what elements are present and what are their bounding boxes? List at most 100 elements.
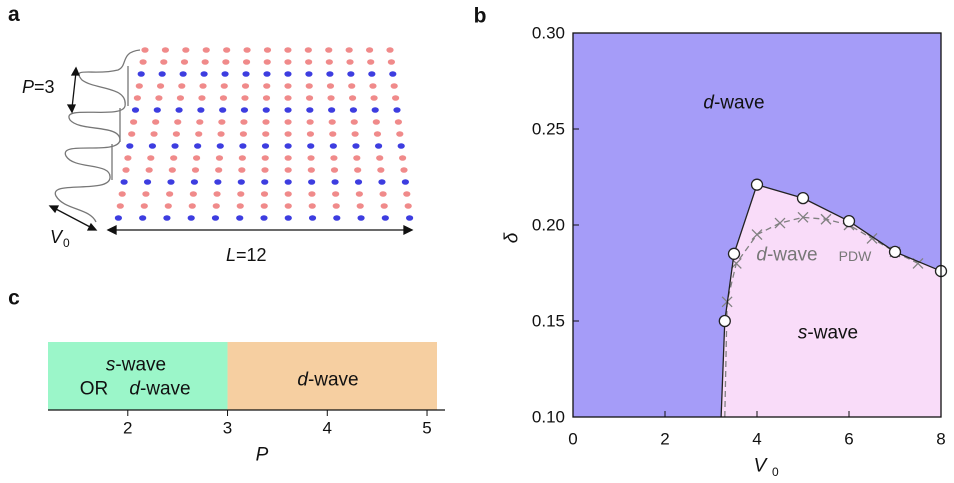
lattice-site	[284, 155, 292, 161]
lattice-site	[381, 215, 389, 221]
lattice-site	[404, 203, 412, 209]
lattice-site	[150, 131, 158, 137]
lattice-site	[128, 131, 136, 137]
lattice-site	[393, 107, 401, 113]
pdw-label: PDW	[838, 248, 872, 264]
lattice-site	[305, 71, 313, 77]
lattice-site	[163, 215, 171, 221]
lattice-site	[239, 143, 247, 149]
y-tick-label: 0.25	[531, 119, 565, 139]
lattice-site	[261, 167, 269, 173]
lattice-site	[406, 215, 414, 221]
lattice-site	[202, 47, 210, 53]
lattice-site	[394, 119, 402, 125]
lattice-site	[387, 59, 395, 65]
lattice-site	[369, 83, 377, 89]
lattice-site	[263, 59, 271, 65]
lattice-site	[126, 143, 134, 149]
lattice-site	[153, 107, 161, 113]
x-tick-label: 4	[322, 418, 333, 438]
region	[227, 342, 437, 410]
lattice-site	[171, 143, 179, 149]
lattice-site	[192, 155, 201, 161]
lattice-site	[350, 119, 358, 125]
pdw-point	[797, 211, 809, 223]
lattice-site	[308, 179, 316, 185]
arrows	[48, 66, 414, 236]
lattice-site	[176, 95, 185, 101]
lattice-site	[237, 191, 245, 197]
lattice-site	[307, 155, 315, 161]
region-label: d-wave	[297, 369, 359, 391]
lattice-site	[262, 119, 270, 125]
lattice-site	[367, 59, 375, 65]
lattice-site	[222, 59, 230, 65]
lattice-site	[220, 83, 228, 89]
x-axis-label: V	[753, 455, 767, 477]
lattice-site	[348, 95, 357, 101]
lattice-site	[326, 71, 334, 77]
potential-curve	[54, 49, 141, 223]
lattice-site	[262, 107, 270, 113]
lattice-site	[158, 71, 166, 77]
lattice-site	[172, 131, 180, 137]
lattice-site	[284, 167, 292, 173]
lattice-site	[386, 47, 394, 53]
lattice-site	[403, 191, 411, 197]
lattice-site	[263, 71, 271, 77]
lattice-site	[152, 119, 160, 125]
x-tick-label: 2	[660, 429, 670, 449]
lattice-site	[168, 167, 176, 173]
lattice-site	[284, 215, 292, 221]
lattice-site	[188, 203, 196, 209]
lattice-site	[212, 203, 220, 209]
lattice-site	[241, 95, 249, 101]
boundary-point	[727, 247, 741, 260]
lattice-site	[305, 95, 314, 101]
region-label: s-wave	[797, 322, 859, 344]
lattice-site	[215, 155, 224, 161]
lattice-site	[223, 47, 231, 53]
lattice-site	[284, 131, 292, 137]
lattice-site	[240, 119, 248, 125]
x-tick-label: 2	[123, 418, 133, 438]
lattice-site	[261, 143, 270, 149]
lattice-site	[399, 155, 407, 161]
lattice-site	[240, 107, 249, 113]
lattice-site	[263, 83, 271, 89]
lattice-site	[139, 59, 147, 65]
lattice-site	[147, 155, 155, 161]
lattice-site	[330, 155, 338, 161]
lattice-site	[333, 215, 341, 221]
lattice-site	[306, 131, 315, 137]
lattice-site	[368, 71, 376, 77]
lattice-site	[376, 155, 384, 161]
lattice-site	[261, 179, 269, 185]
lattice-site	[137, 71, 145, 77]
y-tick-label: 0.20	[531, 215, 565, 235]
lattice-site	[156, 83, 165, 89]
pdw-point	[774, 217, 786, 229]
lattice-site	[377, 167, 385, 173]
lattice-site	[308, 203, 316, 209]
lattice-site	[200, 71, 208, 77]
lattice-site	[238, 155, 246, 161]
lattice-site	[198, 95, 206, 101]
lattice-site	[170, 155, 178, 161]
lattice-site	[307, 143, 315, 149]
lattice-site	[284, 119, 292, 125]
lattice-site	[239, 131, 248, 137]
lattice-site	[215, 167, 223, 173]
x-tick-label: 0	[568, 429, 578, 449]
lattice-site	[114, 215, 122, 221]
pdw-label: d-wave	[756, 244, 818, 266]
lattice-site	[380, 203, 388, 209]
potential-label-sub: 0	[63, 236, 70, 250]
lattice-site	[191, 167, 200, 173]
lattice-site	[242, 71, 250, 77]
lattice-site	[262, 131, 270, 137]
lattice-site	[400, 167, 408, 173]
lattice-site	[131, 107, 140, 113]
lattice-site	[306, 107, 314, 113]
lattice-site	[330, 167, 339, 173]
